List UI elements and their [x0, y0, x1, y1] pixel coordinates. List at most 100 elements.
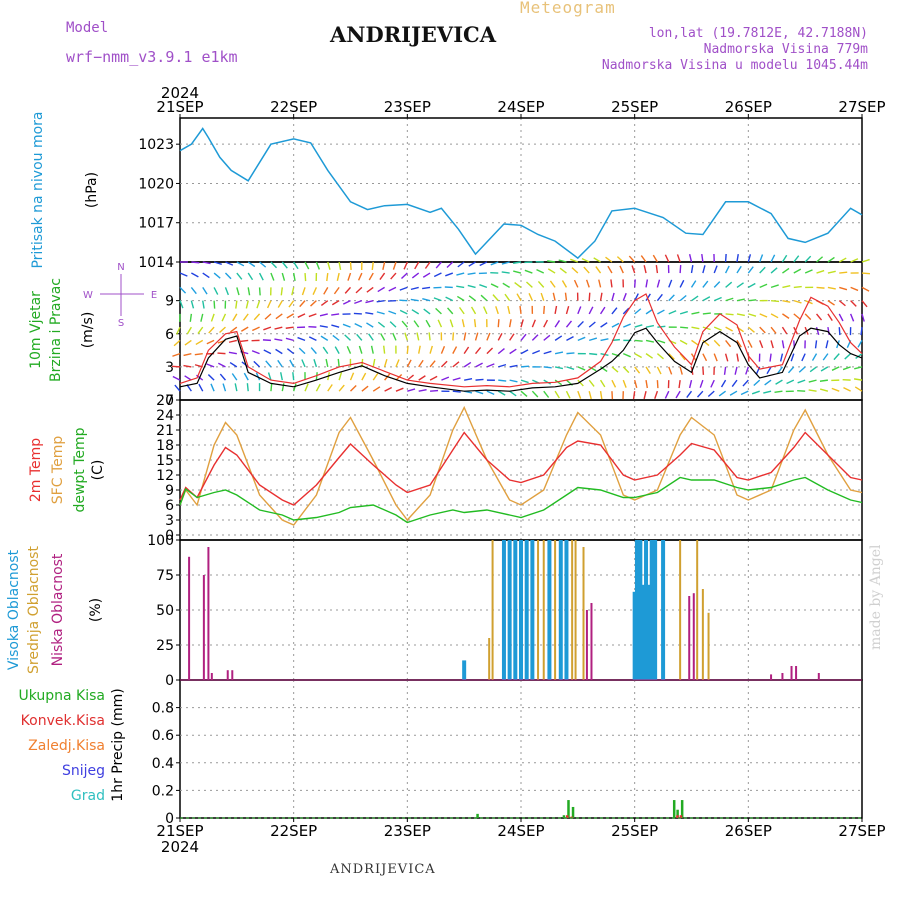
wind-barb — [236, 261, 245, 267]
wind-barb — [486, 332, 491, 341]
wind-barb — [543, 334, 551, 341]
wind-barb — [725, 339, 732, 348]
wind-barb — [577, 390, 582, 399]
wind-barb — [422, 286, 431, 290]
temp2m-line — [179, 431, 863, 506]
wind-barb — [275, 348, 283, 355]
wind-barb — [679, 265, 682, 274]
wind-barb — [514, 282, 522, 288]
wind-barb — [770, 340, 774, 349]
y-tick-label: 1017 — [138, 216, 174, 232]
wind-barb — [747, 282, 756, 289]
wind-barb — [342, 300, 351, 305]
mid-cloud-title: Srednja Oblacnost — [26, 546, 42, 674]
wind-barb — [748, 313, 757, 317]
wind-barb — [736, 298, 745, 302]
cloud-bar — [646, 584, 651, 680]
wind-barb — [195, 339, 204, 346]
wind-barb — [861, 258, 870, 263]
wind-barb — [600, 322, 608, 328]
sfc-temp-line — [179, 405, 863, 526]
wind-barb — [418, 359, 424, 368]
wind-barb — [183, 364, 192, 368]
wind-barb — [190, 286, 197, 295]
wind-barb — [392, 332, 397, 341]
wind-barb — [361, 372, 367, 381]
wind-barb — [656, 366, 662, 375]
wind-barb — [440, 345, 446, 354]
wind-barb — [747, 254, 752, 263]
wind-barb — [793, 255, 800, 263]
wind-barb — [338, 261, 342, 270]
wind-barb — [497, 319, 500, 328]
wind-barb — [781, 340, 785, 349]
wind-barb — [338, 372, 343, 381]
wind-barb — [779, 353, 784, 362]
wind-barb — [263, 326, 272, 331]
wind-barb — [690, 280, 697, 288]
lonlat-label: lon,lat (19.7812E, 42.7188N) — [648, 26, 868, 41]
wind-barb — [403, 261, 408, 270]
wind-barb — [664, 390, 670, 399]
top-time-label: 24SEP — [497, 98, 544, 116]
wind-barb — [839, 286, 848, 291]
wind-barb — [497, 332, 503, 341]
wind-barb — [292, 372, 295, 381]
wind-barb — [425, 319, 431, 328]
precip-legend-item: Konvek.Kisa — [21, 713, 105, 729]
wind-barb — [332, 334, 340, 341]
wind-barb — [520, 319, 524, 328]
wind-barb — [736, 282, 744, 288]
wind-barb — [676, 254, 681, 263]
wind-barb — [452, 346, 458, 354]
wind-barb — [490, 283, 499, 289]
y-tick-label: 21 — [156, 423, 174, 439]
wind-barb — [588, 379, 595, 387]
wind-unit: (m/s) — [80, 312, 96, 349]
wind-barb — [643, 265, 647, 274]
wind-barb — [565, 320, 573, 328]
wind-barb — [645, 339, 655, 343]
wind-barb — [463, 346, 470, 355]
wind-barb — [513, 270, 522, 274]
wind-barb — [679, 310, 688, 315]
cloud-bar — [501, 540, 506, 680]
wind-barb — [566, 366, 575, 370]
wind-barb — [320, 300, 329, 307]
wind-barb — [520, 379, 529, 384]
wind-barb — [809, 366, 817, 373]
wind-barb — [229, 326, 238, 333]
wind-barb — [293, 261, 299, 270]
wind-barb — [286, 348, 295, 355]
wind-barb — [315, 261, 320, 270]
wind-barb — [771, 299, 780, 303]
wind-barb — [713, 281, 721, 288]
wind-barb — [782, 313, 790, 319]
wind-barb — [679, 339, 688, 345]
wind-barb — [338, 384, 345, 392]
wind-barb — [619, 265, 624, 274]
wind-barb — [401, 272, 408, 280]
wind-barb — [593, 257, 601, 263]
pressure-line — [179, 127, 863, 260]
wind-barb — [422, 272, 431, 278]
y-tick-label: 0 — [165, 673, 174, 689]
wind-barb — [645, 366, 651, 375]
wind-barb — [554, 305, 558, 315]
wind-barb — [232, 313, 238, 322]
wind-barb — [634, 353, 643, 359]
wind-barb — [588, 390, 592, 400]
wind-barb — [365, 311, 374, 315]
wind-barb — [519, 305, 522, 314]
wind-barb — [256, 300, 261, 309]
wind-barb — [281, 383, 285, 392]
wind-title-2: Brzina i Pravac — [48, 278, 64, 382]
y-tick-label: 25 — [156, 638, 174, 654]
wind-barb — [552, 292, 556, 301]
wind-barb — [498, 379, 507, 382]
wind-barb — [446, 261, 454, 268]
model-altitude-label: Nadmorska Visina u modelu 1045.44m — [601, 58, 868, 73]
wind-barb — [334, 346, 340, 354]
wind-barb — [221, 313, 227, 322]
wind-barb — [588, 306, 594, 315]
